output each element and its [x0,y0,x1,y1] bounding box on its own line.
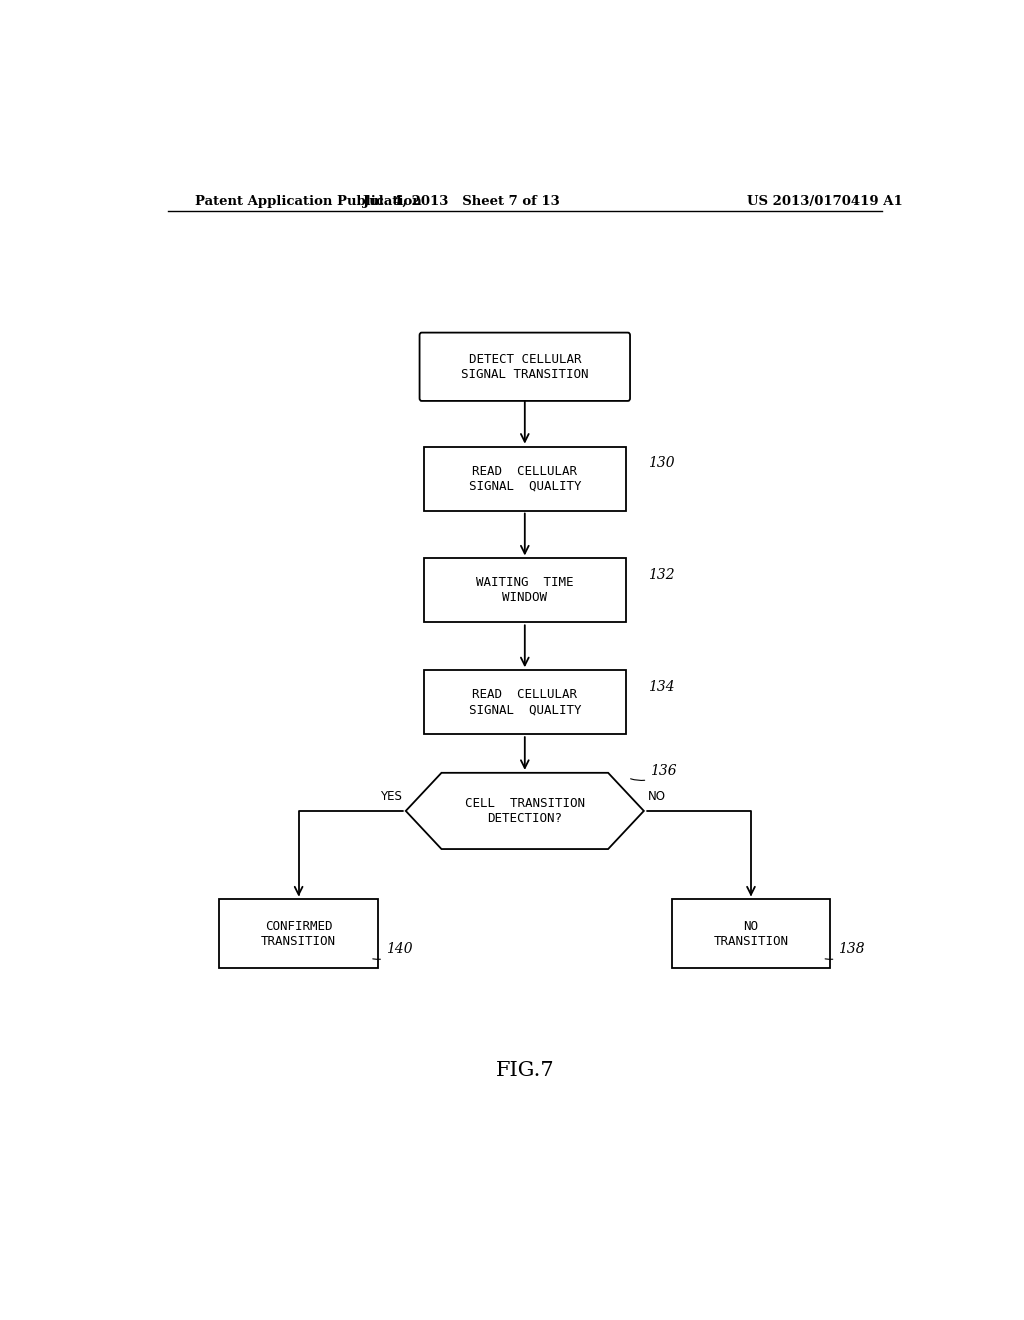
Text: YES: YES [380,789,401,803]
Text: NO
TRANSITION: NO TRANSITION [714,920,788,948]
Text: READ  CELLULAR
SIGNAL  QUALITY: READ CELLULAR SIGNAL QUALITY [469,688,581,717]
Polygon shape [406,772,644,849]
Bar [219,899,378,969]
Text: READ  CELLULAR
SIGNAL  QUALITY: READ CELLULAR SIGNAL QUALITY [469,465,581,492]
Text: 130: 130 [648,457,675,470]
Text: Jul. 4, 2013   Sheet 7 of 13: Jul. 4, 2013 Sheet 7 of 13 [362,194,560,207]
Text: CELL  TRANSITION
DETECTION?: CELL TRANSITION DETECTION? [465,797,585,825]
Text: 134: 134 [648,680,675,694]
Bar [424,558,626,623]
FancyBboxPatch shape [420,333,630,401]
Text: DETECT CELLULAR
SIGNAL TRANSITION: DETECT CELLULAR SIGNAL TRANSITION [461,352,589,380]
Text: WAITING  TIME
WINDOW: WAITING TIME WINDOW [476,577,573,605]
Text: Patent Application Publication: Patent Application Publication [196,194,422,207]
Bar [424,671,626,734]
Text: 136: 136 [631,764,677,780]
Bar [672,899,830,969]
Text: CONFIRMED
TRANSITION: CONFIRMED TRANSITION [261,920,336,948]
Text: FIG.7: FIG.7 [496,1060,554,1080]
Bar [424,446,626,511]
Text: 132: 132 [648,568,675,582]
Text: NO: NO [648,789,666,803]
Text: 138: 138 [825,942,865,960]
Text: US 2013/0170419 A1: US 2013/0170419 A1 [748,194,903,207]
Text: 140: 140 [373,942,413,960]
